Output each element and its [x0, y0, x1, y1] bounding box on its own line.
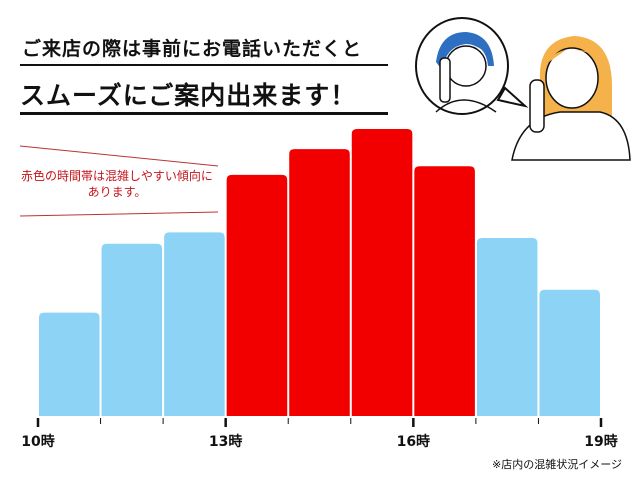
annotation-line-bottom — [19, 211, 219, 217]
tick-label: 10時 — [21, 433, 54, 450]
bar-10時 — [39, 312, 100, 416]
tick-label: 19時 — [584, 433, 617, 450]
busy-annotation: 赤色の時間帯は混雑しやすい傾向に あります。 — [12, 168, 222, 200]
annotation-line-1: 赤色の時間帯は混雑しやすい傾向に — [21, 169, 213, 183]
bar-16時 — [414, 166, 475, 416]
bar-13時 — [226, 174, 288, 416]
header-underline-2 — [20, 112, 388, 115]
annotation-line-2: あります。 — [87, 185, 147, 199]
illustration-customer — [511, 36, 631, 161]
bar-18時 — [539, 289, 600, 416]
header-line-1: ご来店の際は事前にお電話いただくと — [22, 38, 363, 60]
bar-15時 — [351, 129, 413, 416]
bar-12時 — [164, 232, 225, 416]
header-line-2: スムーズにご案内出来ます！ — [20, 81, 357, 110]
tick-label: 16時 — [397, 433, 430, 450]
bar-14時 — [289, 149, 350, 416]
tick-label: 13時 — [209, 433, 242, 450]
header-underline-1 — [20, 64, 388, 66]
bar-17時 — [476, 238, 538, 416]
bar-11時 — [101, 243, 163, 416]
annotation-line-top — [19, 145, 219, 167]
footnote: ※店内の混雑状況イメージ — [492, 458, 622, 471]
illustration-staff — [415, 17, 529, 115]
